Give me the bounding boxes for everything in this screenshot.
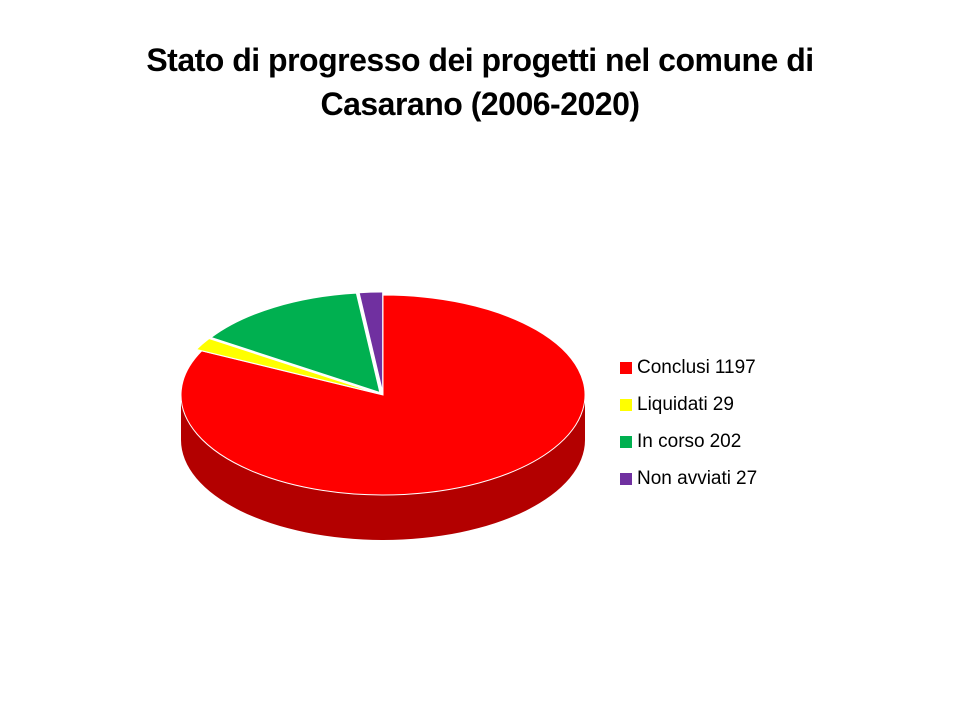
legend-swatch	[620, 473, 632, 485]
legend-value: 27	[736, 468, 757, 489]
legend-category: Liquidati	[637, 394, 708, 415]
pie-slice	[358, 291, 384, 393]
pie-slice	[180, 294, 586, 496]
legend-value: 1197	[715, 357, 756, 378]
legend-category: In corso	[637, 431, 705, 452]
chart-title: Stato di progresso dei progetti nel comu…	[146, 42, 814, 122]
legend-swatch	[620, 436, 632, 448]
pie-slice	[210, 292, 381, 394]
legend-label: In corso 202	[637, 431, 741, 452]
legend-value: 29	[713, 394, 734, 415]
legend-category: Conclusi	[637, 357, 710, 378]
pie-side	[181, 395, 585, 540]
legend-swatch	[620, 399, 632, 411]
legend-swatch	[620, 362, 632, 374]
legend-label: Conclusi 1197	[637, 357, 756, 378]
legend-value: 202	[710, 431, 742, 452]
legend-label: Liquidati 29	[637, 394, 734, 415]
legend-category: Non avviati	[637, 468, 731, 489]
legend-label: Non avviati 27	[637, 468, 757, 489]
pie-slice	[195, 338, 378, 395]
